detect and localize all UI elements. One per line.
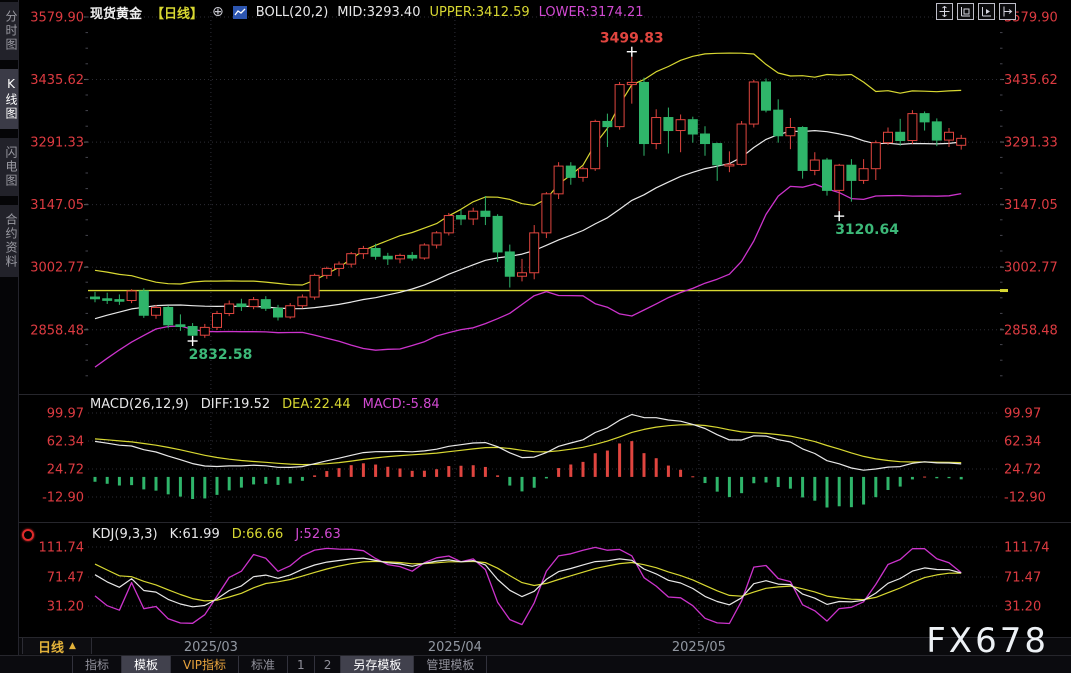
- svg-text:31.20: 31.20: [47, 600, 84, 615]
- boll-upper-value: UPPER:3412.59: [429, 4, 530, 20]
- symbol-name: 现货黄金: [90, 6, 143, 22]
- period-tag: 【日线】: [151, 6, 204, 22]
- period-label: 日线: [38, 640, 65, 656]
- toolbar-item-standard[interactable]: 标准: [239, 656, 289, 673]
- svg-text:2858.48: 2858.48: [1004, 323, 1058, 338]
- chart-header: 现货黄金 【日线】 ⊕ BOLL(20,2) MID:3293.40 UPPER…: [90, 0, 644, 24]
- svg-text:3147.05: 3147.05: [30, 198, 84, 213]
- toolbar-item-manage-templates[interactable]: 管理模板: [414, 656, 488, 673]
- period-selector[interactable]: 日线 ▲: [22, 638, 92, 656]
- toolbar-item-templates[interactable]: 模板: [122, 656, 172, 673]
- svg-text:3002.77: 3002.77: [30, 261, 84, 276]
- sidebar-tab-contract-info[interactable]: 合约资料: [0, 205, 18, 277]
- left-sidebar: 分时图 K线图 闪电图 合约资料: [0, 0, 19, 673]
- svg-text:3579.90: 3579.90: [1004, 10, 1058, 25]
- svg-text:111.74: 111.74: [39, 541, 85, 556]
- macd-value: MACD:-5.84: [362, 397, 440, 412]
- brand-watermark: FX678: [926, 621, 1049, 661]
- svg-text:3120.64: 3120.64: [835, 222, 899, 238]
- chart-type-icon[interactable]: [232, 5, 247, 19]
- kdj-header: KDJ(9,3,3) K:61.99 D:66.66 J:52.63: [92, 527, 341, 542]
- kdj-k-value: K:61.99: [169, 527, 220, 542]
- svg-text:99.97: 99.97: [47, 407, 84, 422]
- toolbar-item-indicators[interactable]: 指标: [72, 656, 123, 673]
- kdj-settings-icon[interactable]: [22, 529, 34, 541]
- svg-text:99.97: 99.97: [1004, 407, 1041, 422]
- bottom-toolbar: 指标 模板 VIP指标 标准 1 2 另存模板 管理模板: [0, 655, 1071, 673]
- toolbar-item-slot-1[interactable]: 1: [288, 656, 315, 673]
- crosshair-move-icon[interactable]: [936, 3, 953, 20]
- macd-label[interactable]: MACD(26,12,9): [90, 397, 189, 412]
- svg-text:3499.83: 3499.83: [600, 31, 664, 47]
- sidebar-tab-kline[interactable]: K线图: [0, 69, 18, 129]
- boll-lower-value: LOWER:3174.21: [538, 4, 644, 20]
- boll-label: BOLL(20,2): [255, 4, 329, 20]
- macd-dea-value: DEA:22.44: [282, 397, 351, 412]
- toolbar-item-slot-2[interactable]: 2: [315, 656, 342, 673]
- svg-text:24.72: 24.72: [47, 463, 84, 478]
- svg-text:3291.33: 3291.33: [1004, 136, 1058, 151]
- svg-text:-12.90: -12.90: [42, 491, 84, 506]
- boll-mid-value: MID:3293.40: [337, 4, 421, 20]
- shift-right-icon[interactable]: [999, 3, 1016, 20]
- kdj-d-value: D:66.66: [231, 527, 284, 542]
- svg-text:62.34: 62.34: [47, 435, 84, 450]
- chevron-up-icon: ▲: [69, 641, 76, 651]
- macd-header: MACD(26,12,9) DIFF:19.52 DEA:22.44 MACD:…: [90, 397, 440, 412]
- svg-text:71.47: 71.47: [47, 571, 84, 586]
- svg-text:2025/03: 2025/03: [184, 640, 238, 655]
- svg-text:71.47: 71.47: [1004, 571, 1041, 586]
- sidebar-tab-lightning[interactable]: 闪电图: [0, 138, 18, 196]
- svg-text:2832.58: 2832.58: [189, 347, 253, 363]
- svg-text:3435.62: 3435.62: [1004, 73, 1058, 88]
- svg-text:24.72: 24.72: [1004, 463, 1041, 478]
- svg-text:111.74: 111.74: [1004, 541, 1050, 556]
- svg-text:2858.48: 2858.48: [30, 323, 84, 338]
- svg-text:3147.05: 3147.05: [1004, 198, 1058, 213]
- svg-text:2025/04: 2025/04: [428, 640, 482, 655]
- chart-toolbar-icons: [936, 3, 1016, 20]
- svg-text:2025/05: 2025/05: [672, 640, 726, 655]
- axis-scale-icon[interactable]: [957, 3, 974, 20]
- svg-text:62.34: 62.34: [1004, 435, 1041, 450]
- toolbar-item-vip-indicators[interactable]: VIP指标: [171, 656, 240, 673]
- add-indicator-icon[interactable]: ⊕: [212, 4, 224, 20]
- svg-text:3291.33: 3291.33: [30, 136, 84, 151]
- svg-text:3435.62: 3435.62: [30, 73, 84, 88]
- sidebar-tab-timeshare[interactable]: 分时图: [0, 2, 18, 60]
- kdj-label[interactable]: KDJ(9,3,3): [92, 527, 158, 542]
- kdj-j-value: J:52.63: [295, 527, 341, 542]
- svg-text:3002.77: 3002.77: [1004, 261, 1058, 276]
- axis-play-icon[interactable]: [978, 3, 995, 20]
- svg-text:31.20: 31.20: [1004, 600, 1041, 615]
- toolbar-item-save-template[interactable]: 另存模板: [341, 656, 415, 673]
- svg-text:3579.90: 3579.90: [30, 10, 84, 25]
- svg-text:-12.90: -12.90: [1004, 491, 1046, 506]
- macd-diff-value: DIFF:19.52: [200, 397, 271, 412]
